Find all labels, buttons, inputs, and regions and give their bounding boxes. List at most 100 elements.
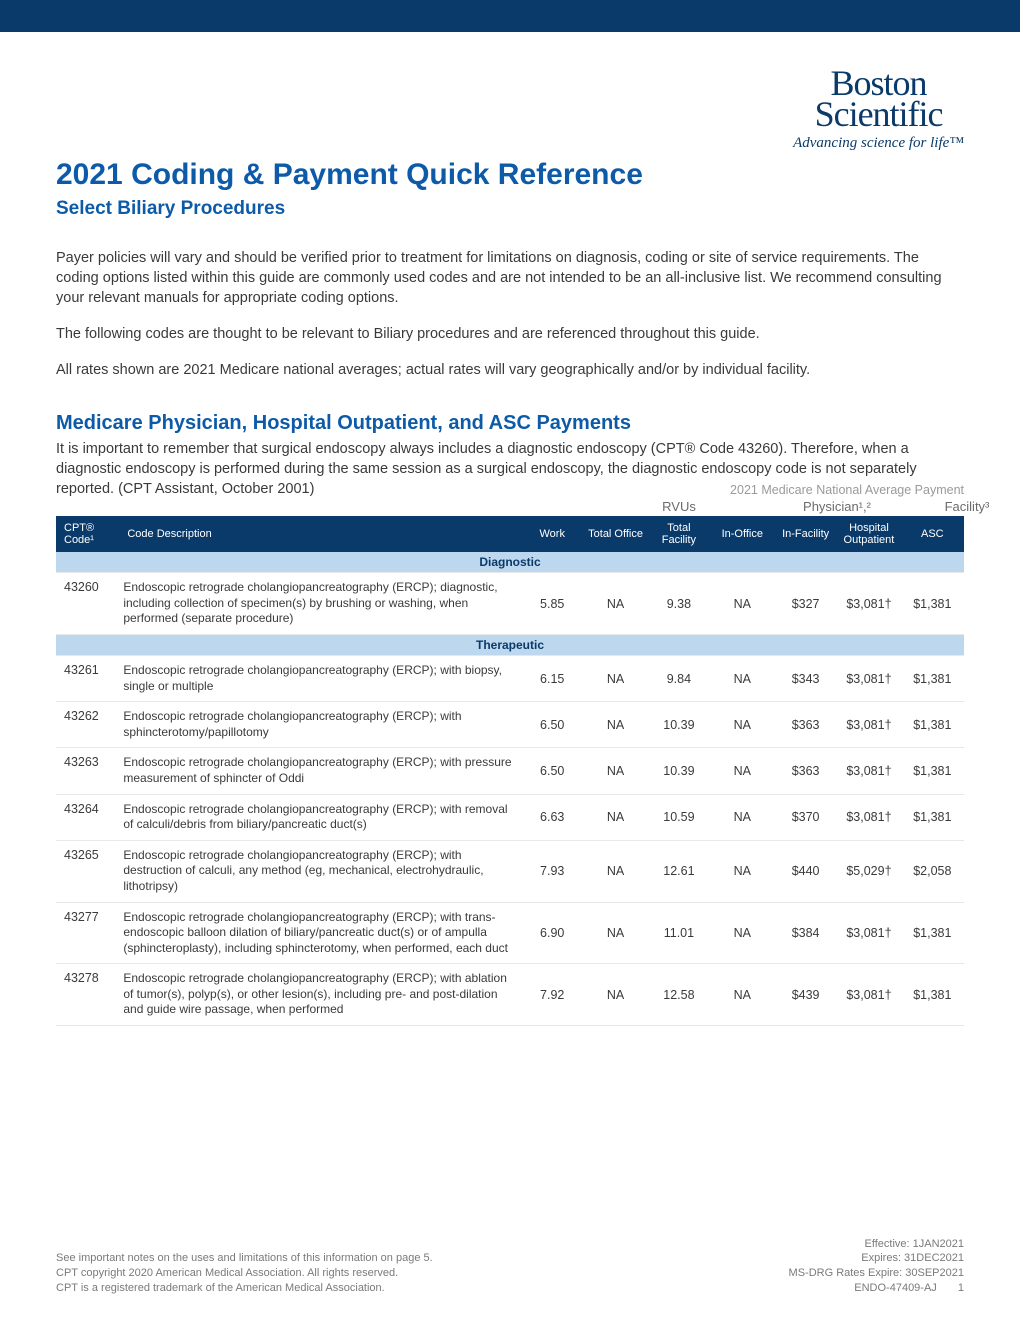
cell-work: 6.15 <box>521 655 584 701</box>
cell-total-office: NA <box>584 748 647 794</box>
cell-code: 43261 <box>56 655 119 701</box>
cell-in-office: NA <box>711 794 774 840</box>
table-row: 43263Endoscopic retrograde cholangiopanc… <box>56 748 964 794</box>
category-label: Therapeutic <box>56 634 964 655</box>
cell-in-facility: $343 <box>774 655 837 701</box>
logo-tagline: Advancing science for life™ <box>793 135 964 152</box>
cell-desc: Endoscopic retrograde cholangiopancreato… <box>119 573 520 635</box>
cell-in-office: NA <box>711 840 774 902</box>
cell-hosp-out: $3,081† <box>837 794 900 840</box>
group-rvus: RVUs <box>586 499 772 514</box>
col-total-office: Total Office <box>584 516 647 552</box>
cell-in-office: NA <box>711 748 774 794</box>
cell-in-office: NA <box>711 655 774 701</box>
cell-desc: Endoscopic retrograde cholangiopancreato… <box>119 794 520 840</box>
table-header-row: CPT® Code¹ Code Description Work Total O… <box>56 516 964 552</box>
col-in-office: In-Office <box>711 516 774 552</box>
cell-in-office: NA <box>711 902 774 964</box>
table-row: 43260Endoscopic retrograde cholangiopanc… <box>56 573 964 635</box>
footer-trademark: CPT is a registered trademark of the Ame… <box>56 1281 433 1296</box>
cell-hosp-out: $3,081† <box>837 964 900 1026</box>
cell-total-office: NA <box>584 702 647 748</box>
cell-desc: Endoscopic retrograde cholangiopancreato… <box>119 748 520 794</box>
cell-in-facility: $370 <box>774 794 837 840</box>
cell-total-facility: 9.84 <box>647 655 710 701</box>
cell-desc: Endoscopic retrograde cholangiopancreato… <box>119 702 520 748</box>
cell-work: 7.93 <box>521 840 584 902</box>
cell-hosp-out: $3,081† <box>837 573 900 635</box>
footer-pagenum: 1 <box>958 1281 964 1296</box>
cell-work: 7.92 <box>521 964 584 1026</box>
codes-table: CPT® Code¹ Code Description Work Total O… <box>56 516 964 1026</box>
cell-code: 43264 <box>56 794 119 840</box>
table-row: 43278Endoscopic retrograde cholangiopanc… <box>56 964 964 1026</box>
cell-in-office: NA <box>711 573 774 635</box>
cell-desc: Endoscopic retrograde cholangiopancreato… <box>119 964 520 1026</box>
cell-total-office: NA <box>584 840 647 902</box>
cell-in-facility: $363 <box>774 702 837 748</box>
col-asc: ASC <box>901 516 964 552</box>
col-work: Work <box>521 516 584 552</box>
cell-desc: Endoscopic retrograde cholangiopancreato… <box>119 902 520 964</box>
footer: See important notes on the uses and limi… <box>56 1237 964 1296</box>
cell-hosp-out: $3,081† <box>837 655 900 701</box>
cell-code: 43263 <box>56 748 119 794</box>
col-in-facility: In-Facility <box>774 516 837 552</box>
col-code: CPT® Code¹ <box>56 516 119 552</box>
table-row: 43261Endoscopic retrograde cholangiopanc… <box>56 655 964 701</box>
cell-total-facility: 9.38 <box>647 573 710 635</box>
cell-asc: $2,058 <box>901 840 964 902</box>
cell-work: 6.50 <box>521 702 584 748</box>
cell-total-office: NA <box>584 573 647 635</box>
cell-total-office: NA <box>584 902 647 964</box>
cell-desc: Endoscopic retrograde cholangiopancreato… <box>119 655 520 701</box>
cell-total-facility: 11.01 <box>647 902 710 964</box>
cell-total-facility: 12.58 <box>647 964 710 1026</box>
table-row: 43265Endoscopic retrograde cholangiopanc… <box>56 840 964 902</box>
col-total-facility: Total Facility <box>647 516 710 552</box>
page-content: Boston Scientific Advancing science for … <box>0 32 1020 1026</box>
cell-desc: Endoscopic retrograde cholangiopancreato… <box>119 840 520 902</box>
cell-code: 43265 <box>56 840 119 902</box>
cell-total-office: NA <box>584 964 647 1026</box>
footer-copyright: CPT copyright 2020 American Medical Asso… <box>56 1266 433 1281</box>
cell-total-facility: 10.39 <box>647 702 710 748</box>
logo-block: Boston Scientific Advancing science for … <box>56 68 964 152</box>
cell-work: 6.50 <box>521 748 584 794</box>
cell-hosp-out: $3,081† <box>837 702 900 748</box>
cell-asc: $1,381 <box>901 964 964 1026</box>
cell-code: 43278 <box>56 964 119 1026</box>
cell-in-office: NA <box>711 964 774 1026</box>
group-facility: Facility³ <box>902 499 1020 514</box>
cell-hosp-out: $3,081† <box>837 902 900 964</box>
cell-total-office: NA <box>584 655 647 701</box>
page-subtitle: Select Biliary Procedures <box>56 198 964 220</box>
cell-in-facility: $440 <box>774 840 837 902</box>
table-row: 43264Endoscopic retrograde cholangiopanc… <box>56 794 964 840</box>
category-label: Diagnostic <box>56 552 964 573</box>
page-title: 2021 Coding & Payment Quick Reference <box>56 158 964 192</box>
footer-note: See important notes on the uses and limi… <box>56 1251 433 1266</box>
footer-docid: ENDO-47409-AJ <box>854 1282 937 1294</box>
logo-line2: Scientific <box>793 99 964 130</box>
cell-code: 43260 <box>56 573 119 635</box>
col-hosp-out: Hospital Outpatient <box>837 516 900 552</box>
intro-p1: Payer policies will vary and should be v… <box>56 248 964 308</box>
cell-hosp-out: $3,081† <box>837 748 900 794</box>
section-heading: Medicare Physician, Hospital Outpatient,… <box>56 412 964 435</box>
cell-hosp-out: $5,029† <box>837 840 900 902</box>
cell-asc: $1,381 <box>901 748 964 794</box>
cell-work: 6.90 <box>521 902 584 964</box>
intro-p2: The following codes are thought to be re… <box>56 324 964 344</box>
cell-asc: $1,381 <box>901 655 964 701</box>
category-row: Diagnostic <box>56 552 964 573</box>
cell-asc: $1,381 <box>901 902 964 964</box>
cell-asc: $1,381 <box>901 794 964 840</box>
footer-expires: Expires: 31DEC2021 <box>789 1251 964 1266</box>
cell-code: 43262 <box>56 702 119 748</box>
cell-work: 6.63 <box>521 794 584 840</box>
table-row: 43277Endoscopic retrograde cholangiopanc… <box>56 902 964 964</box>
cell-in-office: NA <box>711 702 774 748</box>
top-bar <box>0 0 1020 32</box>
group-header-row: RVUs Physician¹,² Facility³ <box>56 499 964 514</box>
